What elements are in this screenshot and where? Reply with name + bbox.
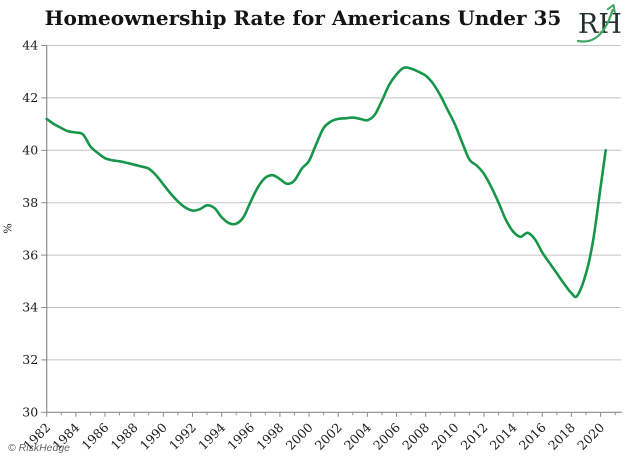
x-tick-label: 2006 <box>370 420 403 453</box>
x-tick-label: 1992 <box>166 420 199 453</box>
x-tick-label: 1996 <box>224 420 257 453</box>
x-tick-label: 2020 <box>574 420 607 453</box>
x-tick-label: 2012 <box>458 420 491 453</box>
y-tick-label: 30 <box>22 405 38 420</box>
x-tick-label: 2002 <box>312 420 345 453</box>
y-tick-label: 32 <box>22 352 38 367</box>
chart-title: Homeownership Rate for Americans Under 3… <box>44 6 562 30</box>
x-tick-label: 1990 <box>137 420 170 453</box>
x-tick-label: 2016 <box>516 420 549 453</box>
y-tick-label: 36 <box>22 247 38 262</box>
y-tick-label: 34 <box>22 300 38 315</box>
logo-growth-arrow-icon <box>576 8 614 43</box>
x-tick-label: 1998 <box>253 420 286 453</box>
x-tick-label: 1988 <box>108 420 141 453</box>
y-tick-label: 44 <box>22 38 38 53</box>
y-tick-label: 38 <box>22 195 38 210</box>
x-tick-label: 2008 <box>399 420 432 453</box>
x-tick-label: 2018 <box>545 420 578 453</box>
logo-arrowhead-icon <box>606 4 616 14</box>
x-tick-label: 1986 <box>79 420 112 453</box>
x-tick-label: 2000 <box>283 420 316 453</box>
x-tick-label: 2014 <box>487 420 520 453</box>
copyright-label: © RiskHedge <box>8 442 71 454</box>
data-line <box>45 66 607 299</box>
x-tick-label: 2004 <box>341 420 374 453</box>
y-tick-label: 40 <box>22 143 38 158</box>
y-tick-label: 42 <box>22 90 38 105</box>
x-tick-label: 1994 <box>195 420 228 453</box>
riskhedge-logo: RH <box>576 4 622 43</box>
y-axis-title: % <box>1 223 15 234</box>
x-tick-label: 2010 <box>428 420 461 453</box>
